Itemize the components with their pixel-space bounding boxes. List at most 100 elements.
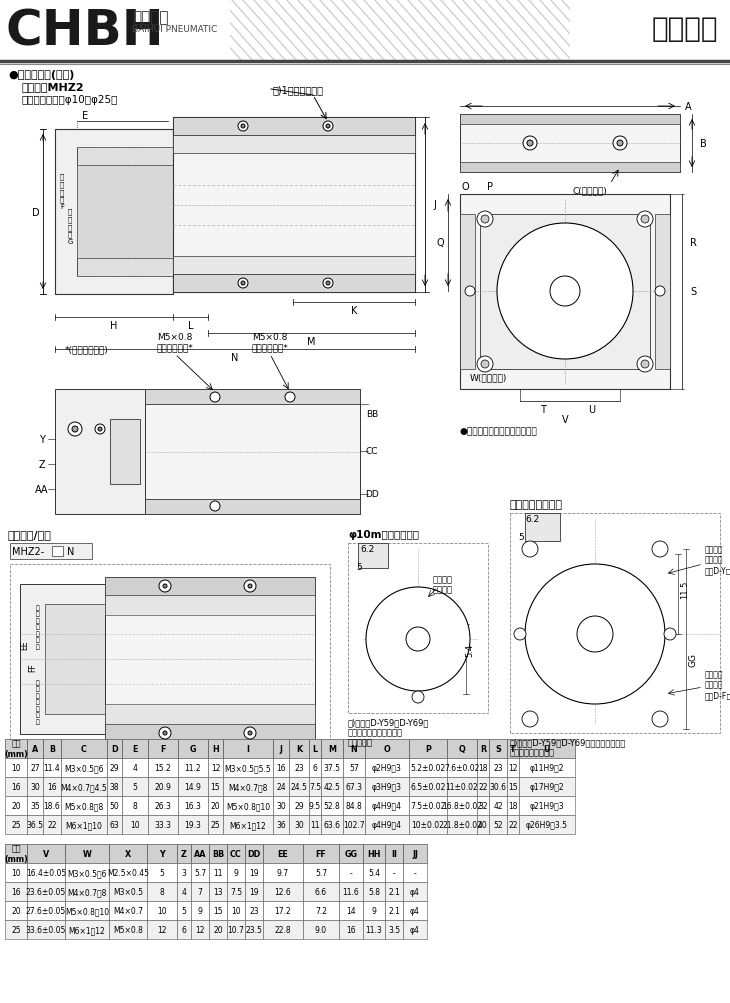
- Bar: [177, 845, 191, 864]
- Text: M3×0.5: M3×0.5: [113, 887, 143, 896]
- Text: DD: DD: [247, 850, 261, 859]
- Text: （平行开关型：φ10～φ25）: （平行开关型：φ10～φ25）: [22, 95, 118, 105]
- Bar: [245, 882, 263, 901]
- Text: 33.3: 33.3: [155, 820, 172, 829]
- Text: 7: 7: [198, 887, 202, 896]
- Bar: [447, 739, 477, 758]
- Bar: [122, 739, 148, 758]
- Bar: [209, 864, 227, 882]
- Text: 52.8: 52.8: [323, 801, 340, 810]
- Text: φ4: φ4: [410, 887, 420, 896]
- Bar: [339, 864, 363, 882]
- Bar: [148, 777, 178, 796]
- Text: 4: 4: [133, 763, 137, 772]
- Bar: [363, 920, 385, 939]
- Circle shape: [241, 125, 245, 128]
- Bar: [147, 920, 177, 939]
- Bar: [145, 499, 360, 515]
- Bar: [385, 882, 403, 901]
- Text: Z: Z: [39, 459, 45, 469]
- Text: 63: 63: [110, 820, 120, 829]
- Text: T: T: [510, 744, 516, 753]
- Text: 30: 30: [30, 782, 40, 791]
- Bar: [209, 845, 227, 864]
- Text: -: -: [350, 869, 353, 878]
- Text: AA: AA: [193, 850, 207, 859]
- Bar: [409, 758, 447, 777]
- Text: 百汇气动: 百汇气动: [132, 10, 169, 25]
- Bar: [273, 796, 289, 815]
- Bar: [65, 864, 109, 882]
- Bar: [105, 578, 315, 742]
- Text: 注)1（安装螺纹）: 注)1（安装螺纹）: [273, 85, 324, 95]
- Text: 2.1: 2.1: [388, 906, 400, 915]
- Text: 8: 8: [160, 887, 164, 896]
- Text: M4×0.7深8: M4×0.7深8: [228, 782, 268, 791]
- Text: D: D: [111, 744, 118, 753]
- Bar: [122, 796, 148, 815]
- Circle shape: [641, 361, 649, 369]
- Text: 9.0: 9.0: [315, 925, 327, 934]
- Circle shape: [323, 279, 333, 289]
- Text: 5.2±0.02: 5.2±0.02: [410, 763, 445, 772]
- Bar: [61, 739, 107, 758]
- Text: D: D: [32, 208, 40, 218]
- Text: 29: 29: [294, 801, 304, 810]
- Text: φ4H9深4: φ4H9深4: [372, 801, 402, 810]
- Bar: [507, 758, 519, 777]
- Bar: [105, 578, 315, 596]
- Text: H: H: [110, 321, 118, 331]
- Text: CHBH: CHBH: [5, 8, 164, 56]
- Bar: [403, 901, 427, 920]
- Bar: [343, 815, 365, 834]
- Text: 磁性开关
安装坑道
（给D-F□用）: 磁性开关 安装坑道 （给D-F□用）: [705, 669, 730, 699]
- Bar: [145, 389, 360, 404]
- Bar: [77, 147, 173, 165]
- Bar: [363, 864, 385, 882]
- Text: -: -: [414, 869, 416, 878]
- Text: 36: 36: [276, 820, 286, 829]
- Text: L: L: [312, 744, 318, 753]
- Bar: [363, 882, 385, 901]
- Bar: [177, 920, 191, 939]
- Text: 9: 9: [198, 906, 202, 915]
- Text: 5.4: 5.4: [466, 643, 474, 656]
- Text: 11.5: 11.5: [680, 580, 689, 599]
- Text: 开
时
距
离
F: 开 时 距 离 F: [60, 174, 64, 210]
- Text: φ11H9深2: φ11H9深2: [530, 763, 564, 772]
- Bar: [223, 777, 273, 796]
- Circle shape: [406, 627, 430, 651]
- Text: 23: 23: [294, 763, 304, 772]
- Text: 9: 9: [372, 906, 377, 915]
- Bar: [5, 864, 27, 882]
- Bar: [107, 796, 122, 815]
- Circle shape: [163, 731, 167, 735]
- Text: A: A: [685, 102, 691, 112]
- Bar: [122, 815, 148, 834]
- Bar: [191, 901, 209, 920]
- Bar: [10, 565, 330, 754]
- Text: 52: 52: [493, 820, 503, 829]
- Text: 15: 15: [213, 906, 223, 915]
- Text: 5.7: 5.7: [194, 869, 206, 878]
- Bar: [409, 739, 447, 758]
- Text: 27: 27: [30, 763, 40, 772]
- Text: MHZ2-: MHZ2-: [12, 547, 45, 557]
- Text: R: R: [480, 744, 486, 753]
- Text: P: P: [487, 182, 493, 192]
- Text: 12.6: 12.6: [274, 887, 291, 896]
- Bar: [27, 739, 43, 758]
- Bar: [489, 777, 507, 796]
- Text: EE: EE: [277, 850, 288, 859]
- Text: M6×1深12: M6×1深12: [230, 820, 266, 829]
- Bar: [27, 882, 65, 901]
- Bar: [145, 389, 360, 515]
- Circle shape: [465, 287, 475, 297]
- Text: 12: 12: [195, 925, 204, 934]
- Bar: [519, 758, 575, 777]
- Circle shape: [637, 212, 653, 228]
- Bar: [43, 777, 61, 796]
- Bar: [191, 882, 209, 901]
- Bar: [303, 845, 339, 864]
- Text: 14: 14: [346, 906, 356, 915]
